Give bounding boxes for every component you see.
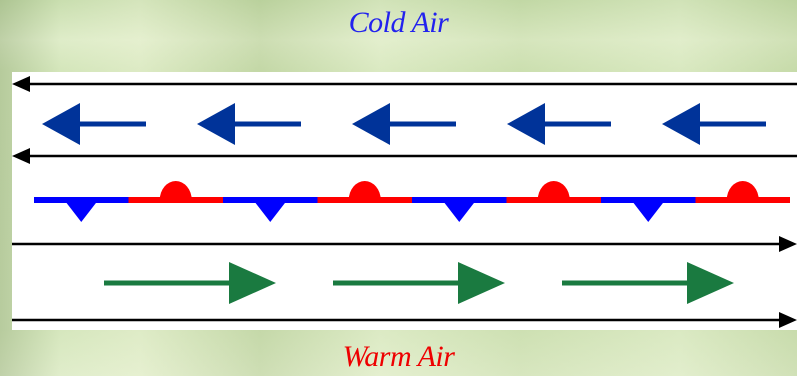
front-warm-semicircle bbox=[538, 181, 570, 200]
front-cold-triangle bbox=[442, 200, 476, 222]
front-cold-triangle bbox=[253, 200, 287, 222]
streamline-arrowhead-1 bbox=[12, 76, 30, 92]
streamline-arrowhead-2 bbox=[12, 148, 30, 164]
cold-air-arrows bbox=[42, 103, 766, 145]
warm-air-arrows bbox=[104, 262, 734, 304]
cold-air-arrowhead bbox=[662, 103, 700, 145]
cold-air-arrowhead bbox=[42, 103, 80, 145]
front-cold-triangle bbox=[631, 200, 665, 222]
warm-air-arrowhead bbox=[687, 262, 734, 304]
streamline-arrowhead-4 bbox=[779, 312, 797, 328]
warm-air-arrowhead bbox=[458, 262, 505, 304]
warm-air-label: Warm Air bbox=[0, 340, 797, 374]
cold-air-arrowhead bbox=[507, 103, 545, 145]
stationary-front bbox=[34, 181, 790, 222]
cold-air-arrowhead bbox=[197, 103, 235, 145]
front-warm-semicircle bbox=[727, 181, 759, 200]
warm-air-arrowhead bbox=[229, 262, 276, 304]
front-cold-triangle bbox=[64, 200, 98, 222]
front-warm-semicircle bbox=[349, 181, 381, 200]
front-warm-semicircle bbox=[160, 181, 192, 200]
cold-air-arrowhead bbox=[352, 103, 390, 145]
streamline-arrowhead-3 bbox=[779, 236, 797, 252]
